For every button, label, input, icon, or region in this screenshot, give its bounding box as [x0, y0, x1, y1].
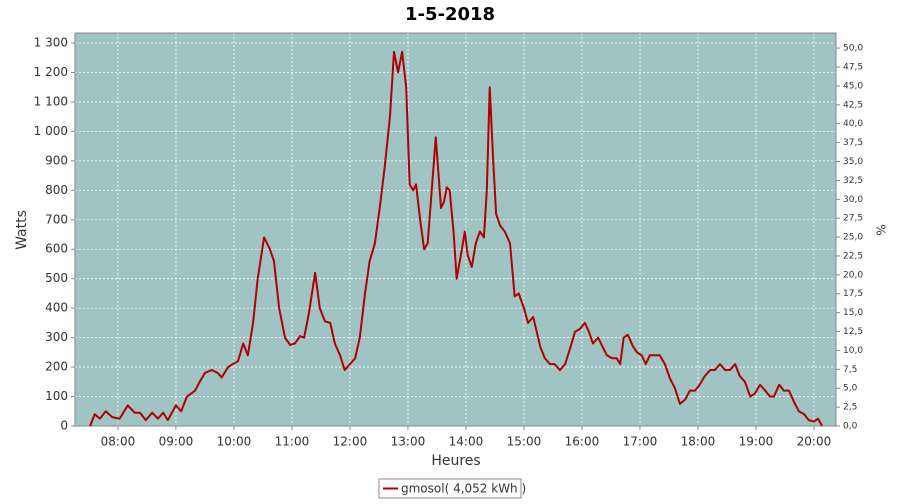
data-line [89, 50, 823, 427]
y2-tick-label: 20,0 [843, 270, 863, 280]
y2-tick-label: 30,0 [843, 195, 863, 205]
x-tick-label: 16:00 [565, 435, 600, 449]
legend-label: gmosol( 4,052 kWh ) [401, 482, 526, 496]
y-tick-label: 1 200 [34, 65, 68, 79]
y-tick-label: 1 100 [34, 94, 68, 108]
y-tick-label: 0 [60, 419, 68, 433]
y2-tick-label: 35,0 [843, 157, 863, 167]
x-tick-label: 10:00 [217, 435, 252, 449]
y2-tick-label: 0,0 [843, 422, 858, 432]
legend-box [378, 478, 522, 499]
x-tick-label: 11:00 [275, 435, 310, 449]
y-tick-label: 100 [45, 389, 68, 403]
y2-tick-label: 37,5 [843, 138, 863, 148]
y2-tick-label: 22,5 [843, 251, 863, 261]
x-tick-label: 15:00 [507, 435, 542, 449]
x-axis-label: Heures [431, 453, 480, 469]
y-tick-label: 700 [45, 212, 68, 226]
y-tick-label: 400 [45, 301, 68, 315]
y-axis-label: Watts [14, 210, 30, 250]
plot-frame [74, 32, 837, 427]
y2-tick-label: 40,0 [843, 119, 863, 129]
y2-tick-label: 27,5 [843, 214, 863, 224]
y2-tick-label: 50,0 [843, 44, 863, 54]
y-tick-label: 800 [45, 183, 68, 197]
y-tick-label: 200 [45, 360, 68, 374]
y-tick-label: 1 000 [34, 124, 68, 138]
x-tick-label: 09:00 [159, 435, 194, 449]
plot-area [74, 32, 837, 427]
y-tick-label: 500 [45, 271, 68, 285]
y-tick-label: 600 [45, 242, 68, 256]
x-tick-label: 19:00 [739, 435, 774, 449]
y2-tick-label: 25,0 [843, 233, 863, 243]
chart-title: 1-5-2018 [405, 4, 495, 25]
y-tick-label: 900 [45, 153, 68, 167]
x-tick-label: 17:00 [623, 435, 658, 449]
y2-tick-label: 5,0 [843, 384, 858, 394]
y2-axis-label: % [874, 224, 888, 235]
y2-tick-label: 2,5 [843, 403, 857, 413]
y2-tick-label: 12,5 [843, 327, 863, 337]
y2-tick-label: 32,5 [843, 176, 863, 186]
x-tick-label: 12:00 [333, 435, 368, 449]
y-tick-label: 1 300 [34, 36, 68, 50]
x-tick-label: 14:00 [449, 435, 484, 449]
y-tick-label: 300 [45, 330, 68, 344]
y2-tick-label: 47,5 [843, 63, 863, 73]
y2-tick-label: 7,5 [843, 365, 857, 375]
y2-tick-label: 15,0 [843, 308, 863, 318]
y2-tick-label: 42,5 [843, 100, 863, 110]
y2-tick-label: 10,0 [843, 346, 863, 356]
x-tick-label: 13:00 [391, 435, 426, 449]
x-tick-label: 08:00 [101, 435, 136, 449]
x-tick-label: 18:00 [681, 435, 716, 449]
y2-tick-label: 17,5 [843, 289, 863, 299]
y2-tick-label: 45,0 [843, 81, 863, 91]
x-tick-label: 20:00 [797, 435, 832, 449]
